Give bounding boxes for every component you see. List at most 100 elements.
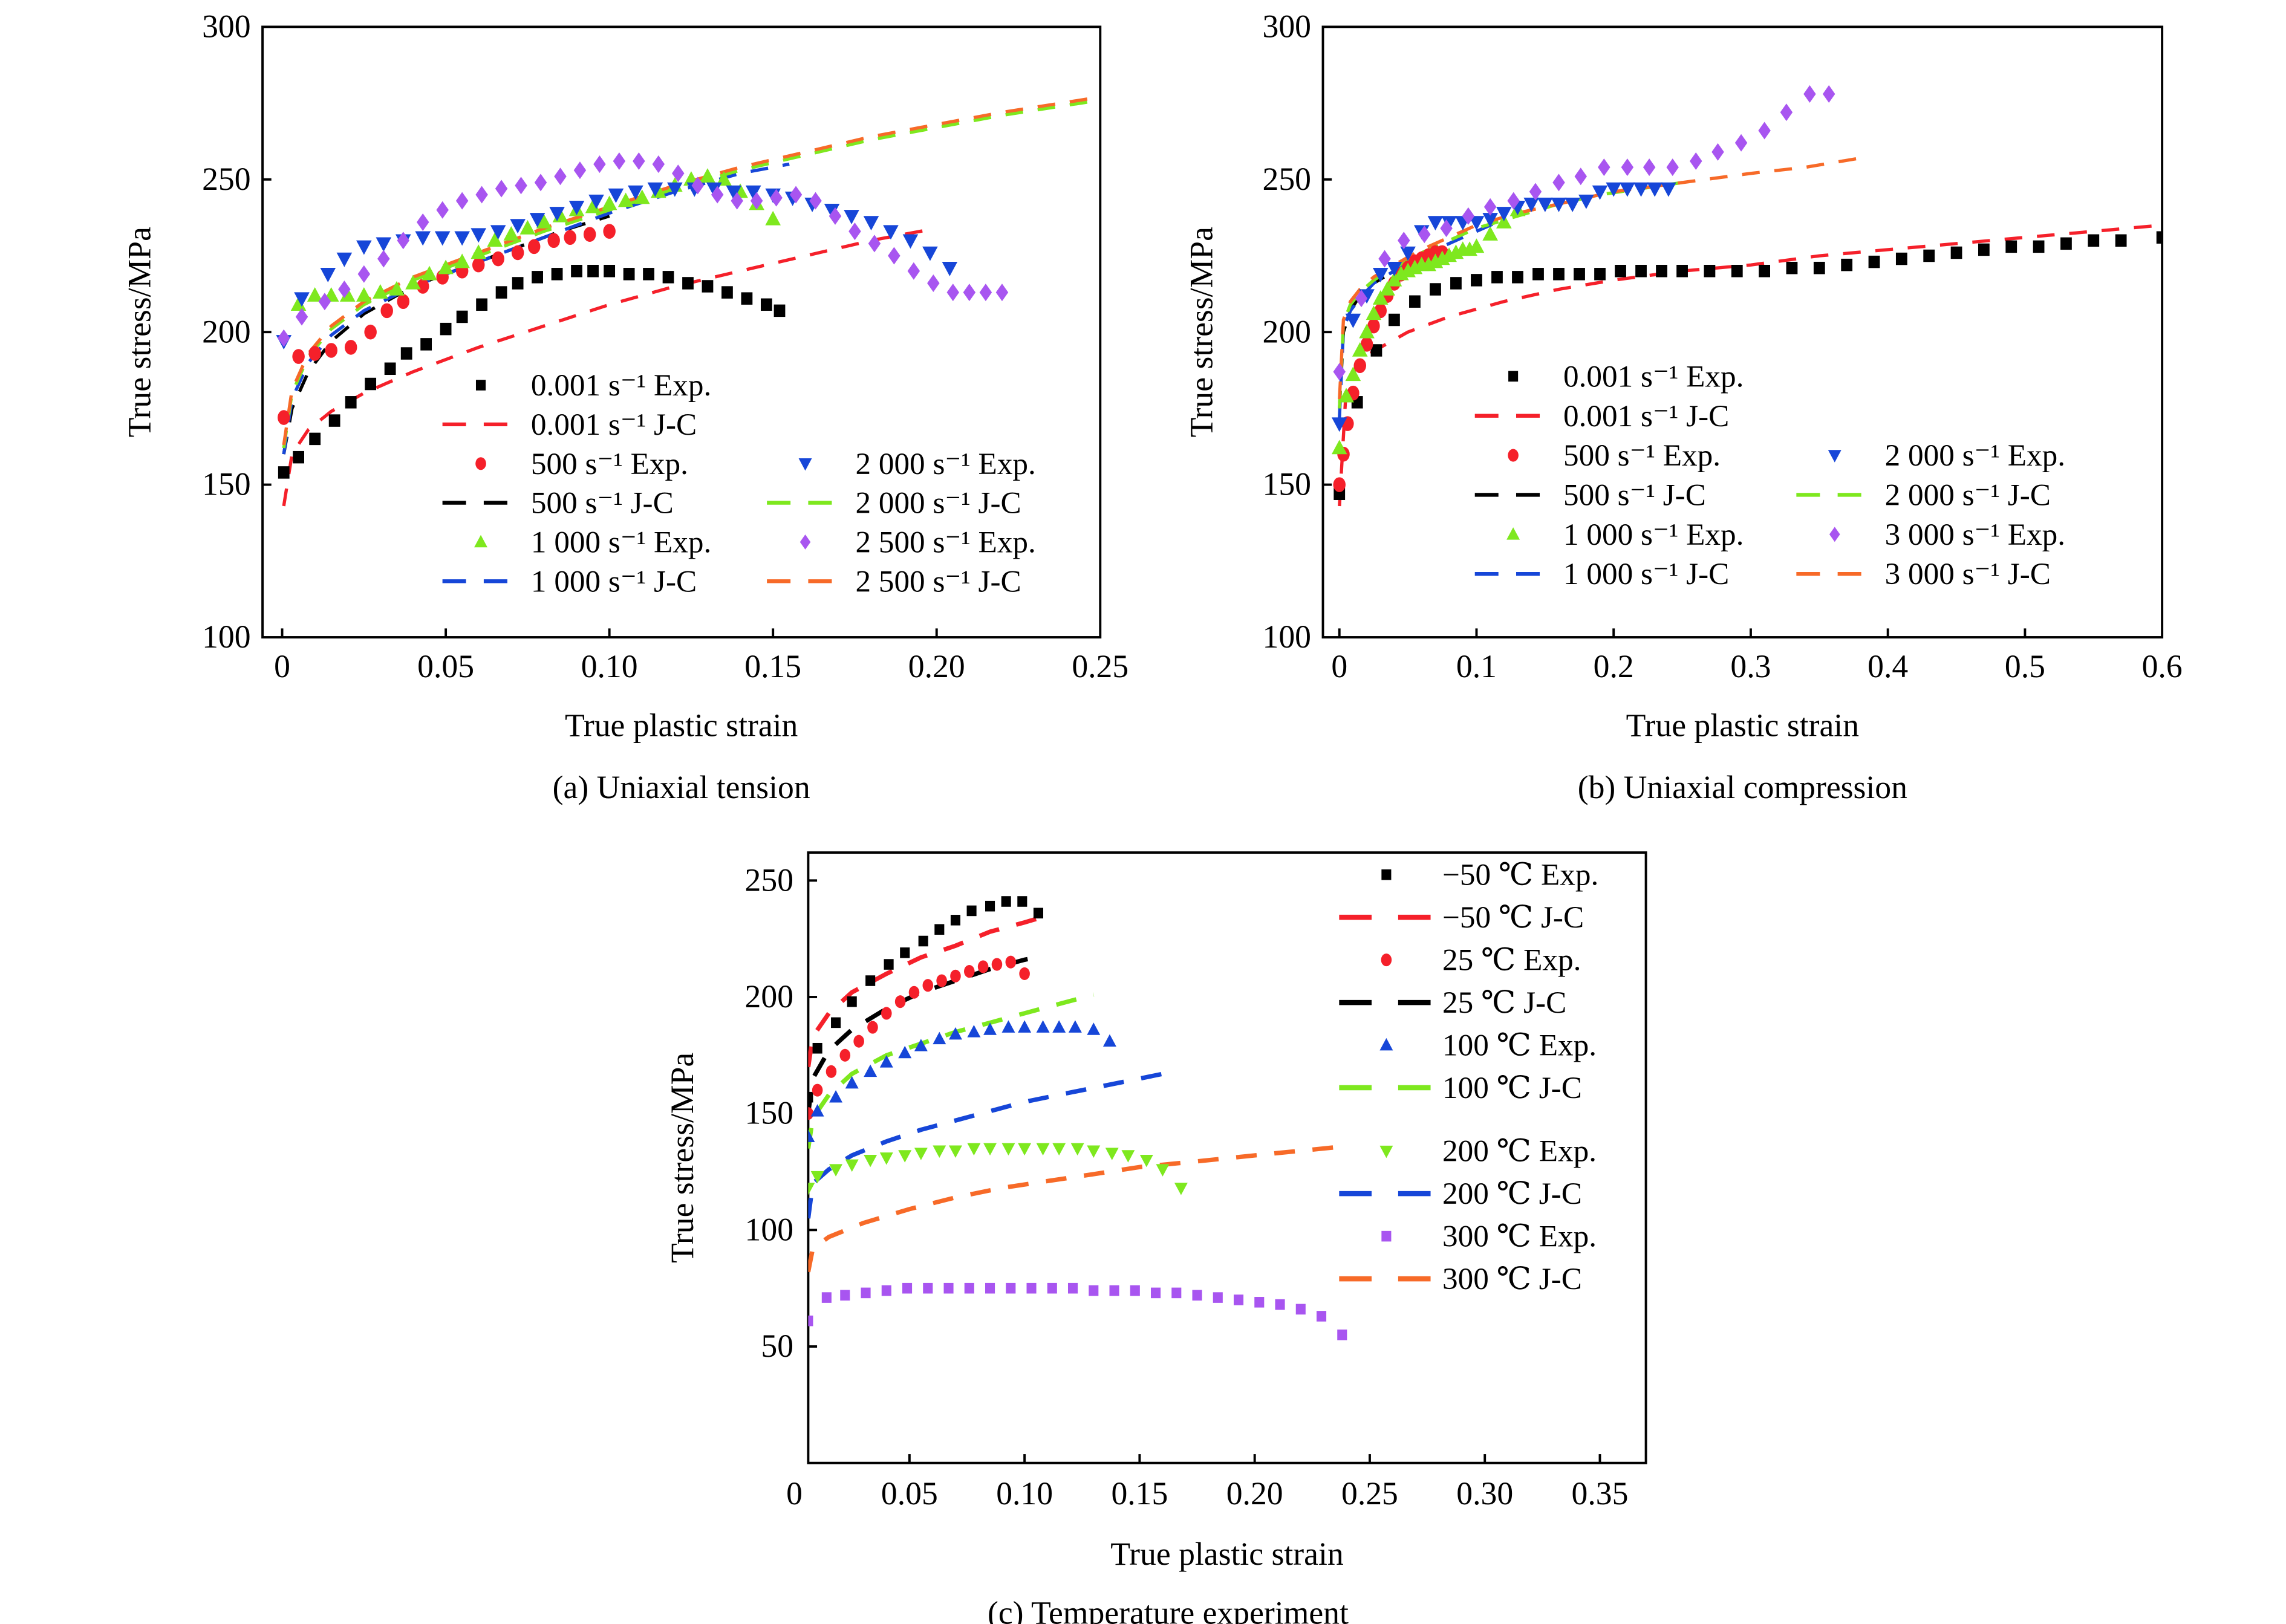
data-point — [400, 347, 412, 360]
data-point — [1822, 85, 1835, 103]
plot-area — [1331, 85, 2163, 507]
data-point — [963, 284, 976, 302]
series-markers-8 — [808, 1282, 1347, 1340]
data-point — [1018, 1020, 1032, 1033]
data-point — [845, 1076, 859, 1089]
data-point — [839, 1048, 851, 1062]
series-markers-8 — [1333, 85, 1835, 381]
data-point — [847, 996, 857, 1007]
data-point — [1026, 1282, 1037, 1294]
data-point — [1331, 440, 1347, 455]
legend-marker — [1379, 1038, 1393, 1051]
legend-marker — [474, 534, 487, 548]
data-point — [902, 234, 919, 249]
data-point — [1450, 277, 1462, 290]
data-point — [808, 1091, 813, 1103]
data-point — [1468, 238, 1485, 253]
data-point — [1552, 174, 1565, 192]
data-point — [583, 227, 596, 242]
data-point — [1574, 268, 1585, 281]
y-tick-label: 250 — [202, 161, 250, 197]
data-point — [434, 231, 451, 246]
data-point — [503, 226, 519, 241]
data-point — [706, 182, 722, 197]
data-point — [585, 198, 601, 213]
data-point — [633, 152, 645, 171]
legend-label: 1 000 s⁻¹ J-C — [1563, 557, 1729, 591]
legend-label: 300 ℃ J-C — [1442, 1262, 1582, 1296]
data-point — [1471, 274, 1482, 287]
data-point — [617, 192, 634, 207]
legend-marker — [799, 534, 811, 550]
legend-item: 100 ℃ Exp. — [1379, 1028, 1597, 1063]
data-point — [1036, 1020, 1050, 1033]
series-line-9 — [808, 1143, 1347, 1273]
legend-label: 2 000 s⁻¹ Exp. — [855, 447, 1035, 481]
series-markers-0 — [278, 264, 786, 479]
data-point — [1895, 252, 1907, 265]
data-point — [532, 271, 543, 284]
data-point — [551, 268, 563, 281]
data-point — [568, 200, 585, 215]
data-point — [1087, 1145, 1101, 1158]
data-point — [950, 969, 961, 983]
data-point — [647, 182, 663, 197]
data-point — [1068, 1020, 1082, 1033]
y-tick-label: 150 — [1263, 466, 1311, 502]
series-line-1 — [282, 226, 937, 507]
data-point — [1594, 268, 1606, 281]
legend-label: 1 000 s⁻¹ Exp. — [1563, 518, 1744, 552]
x-tick-label: 0 — [1331, 648, 1347, 684]
data-point — [943, 1282, 954, 1294]
x-tick-label: 0.4 — [1868, 648, 1908, 684]
data-point — [1352, 342, 1368, 357]
data-point — [1389, 313, 1400, 326]
data-point — [1661, 182, 1676, 197]
data-point — [731, 192, 743, 210]
data-point — [1345, 366, 1361, 382]
data-point — [1047, 1282, 1057, 1294]
data-point — [1359, 323, 1375, 339]
series-line-7 — [808, 1071, 1164, 1219]
data-point — [1367, 318, 1380, 334]
legend-item: 1 000 s⁻¹ J-C — [1474, 557, 1729, 591]
data-point — [1019, 967, 1030, 980]
series-line-9 — [1338, 156, 1861, 400]
data-point — [1441, 216, 1457, 231]
data-point — [1758, 122, 1771, 140]
data-point — [325, 343, 337, 358]
legend-marker — [1508, 371, 1519, 382]
data-point — [495, 180, 508, 198]
data-point — [1592, 185, 1608, 200]
data-point — [1430, 283, 1441, 296]
data-point — [865, 975, 876, 986]
legend-label: 500 s⁻¹ Exp. — [1563, 438, 1721, 473]
data-point — [628, 185, 643, 200]
data-point — [934, 924, 945, 935]
data-point — [1418, 226, 1431, 244]
legend-marker — [798, 458, 812, 471]
legend-item: 1 000 s⁻¹ Exp. — [474, 525, 711, 560]
legend-label: 200 ℃ J-C — [1442, 1177, 1582, 1211]
data-point — [471, 228, 487, 243]
data-point — [1067, 1282, 1078, 1294]
series-line-5 — [808, 992, 1095, 1149]
panel-c-temperature-experiment: 50 100 150 200 250 0 0.05 0.10 0.15 0.20 0.25 0.30 0… — [664, 851, 1647, 1624]
data-point — [1574, 167, 1588, 186]
x-axis-label: True plastic strain — [1626, 707, 1860, 743]
legend-label: 25 ℃ J-C — [1442, 986, 1566, 1020]
data-point — [1440, 219, 1453, 238]
data-point — [672, 164, 685, 183]
data-point — [995, 284, 1009, 302]
data-point — [1529, 183, 1542, 201]
data-point — [1482, 226, 1498, 241]
data-point — [554, 167, 567, 186]
data-point — [2156, 231, 2163, 244]
data-point — [490, 225, 506, 240]
data-point — [420, 338, 432, 351]
data-point — [1759, 264, 1771, 278]
data-point — [840, 1290, 850, 1301]
data-point — [495, 286, 507, 299]
legend-item: 300 ℃ Exp. — [1381, 1220, 1597, 1254]
data-point — [1345, 313, 1361, 328]
